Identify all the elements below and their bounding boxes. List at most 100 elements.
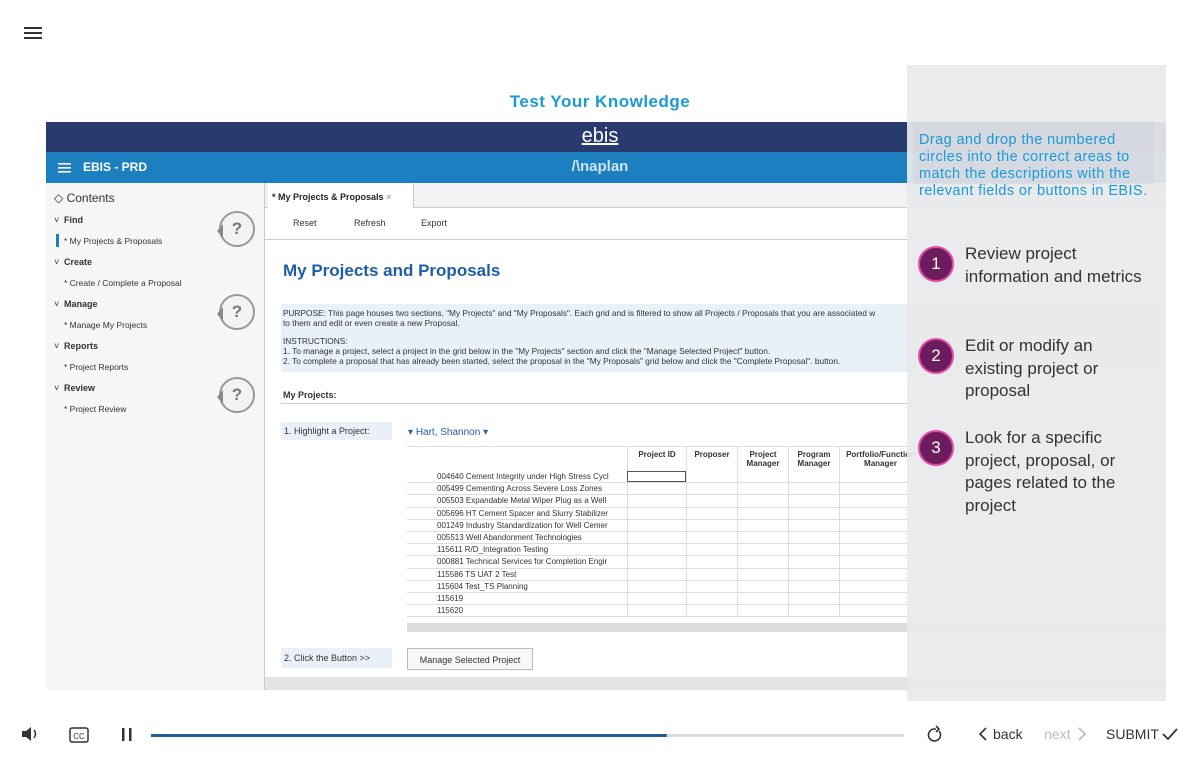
- user-select[interactable]: ▾ Hart, Shannon ▾: [408, 427, 489, 438]
- cell-border: [737, 495, 738, 507]
- sidebar-item: * Manage My Projects: [64, 320, 148, 330]
- sidebar: [46, 183, 265, 690]
- volume[interactable]: [22, 727, 37, 741]
- replay[interactable]: [927, 725, 942, 742]
- row-label[interactable]: 004640 Cement Integrity under High Stres…: [437, 472, 609, 481]
- cell-border: [839, 605, 840, 617]
- cell-border: [627, 519, 628, 531]
- cell-border: [788, 580, 789, 592]
- row-label[interactable]: 115586 TS UAT 2 Test: [437, 569, 517, 579]
- brand: /\naplan: [571, 158, 629, 175]
- separator: [265, 239, 1166, 240]
- row-label[interactable]: 115611 R/D_Integration Testing: [437, 545, 549, 555]
- table-row: 005513 Well Abandonment Technologies: [407, 532, 927, 545]
- cell-border: [788, 495, 789, 507]
- table-row: 000881 Technical Services for Completion…: [407, 556, 927, 569]
- sidebar-item: * Project Reports: [64, 362, 129, 372]
- cell-border: [737, 556, 738, 568]
- item-text: Review project information and metrics: [965, 244, 1142, 286]
- section-title: Find: [64, 215, 83, 225]
- submit-icon: [1162, 728, 1178, 741]
- active-marker: [56, 234, 59, 247]
- manage-button[interactable]: Manage Selected Project: [407, 648, 533, 670]
- cell-border: [839, 532, 840, 544]
- captions[interactable]: CC: [69, 727, 89, 743]
- sidebar-item: * Project Review: [64, 404, 127, 414]
- panel-highlight: [913, 122, 1154, 184]
- number-circle[interactable]: 3: [918, 430, 954, 466]
- cell-border: [686, 519, 687, 531]
- cell-border: [737, 483, 738, 495]
- row-label[interactable]: 115619: [437, 594, 464, 603]
- row-label[interactable]: 001249 Industry Standardization for Well…: [437, 520, 608, 530]
- panel-instruction: Drag and drop the numbered circles into …: [919, 132, 1148, 199]
- cell-border: [737, 605, 738, 617]
- cell-border: [686, 556, 687, 568]
- cell-border: [627, 605, 628, 617]
- scrollbar: [407, 623, 1166, 632]
- row-label[interactable]: 005513 Well Abandonment Technologies: [437, 533, 582, 542]
- cell-border: [737, 593, 738, 605]
- section-caret: ˅: [54, 341, 60, 351]
- table-row: 005503 Expandable Metal Wiper Plug as a …: [407, 495, 927, 508]
- row-label[interactable]: 005696 HT Cement Spacer and Slurry Stabi…: [437, 508, 609, 518]
- cell-border: [686, 507, 687, 519]
- back[interactable]: back: [993, 726, 1024, 742]
- cell-border: [839, 519, 840, 531]
- menu-icon[interactable]: [24, 27, 42, 40]
- table-row: 001249 Industry Standardization for Well…: [407, 519, 927, 532]
- column-header: Program Manager: [788, 447, 839, 471]
- toolbar-button[interactable]: Refresh: [354, 218, 386, 228]
- cell-border: [839, 471, 840, 483]
- logo: ebis: [581, 125, 619, 147]
- section-title: Create: [64, 257, 93, 267]
- tab[interactable]: * My Projects & Proposals ×: [268, 183, 414, 208]
- title: Test Your Knowledge: [509, 92, 691, 111]
- cell-border: [788, 532, 789, 544]
- cell-border: [686, 495, 687, 507]
- purpose-line: to them and edit or even create a new Pr…: [283, 318, 460, 328]
- section-label: My Projects:: [283, 390, 337, 400]
- table-row: 004640 Cement Integrity under High Stres…: [407, 471, 927, 484]
- cell-border: [686, 568, 687, 580]
- cell-border: [627, 483, 628, 495]
- svg-text:CC: CC: [73, 732, 85, 741]
- cell-border: [788, 544, 789, 556]
- cell-border: [788, 556, 789, 568]
- hotspot[interactable]: ?: [217, 377, 255, 413]
- cell-border: [627, 593, 628, 605]
- toolbar-button[interactable]: Reset: [293, 218, 317, 228]
- cell-border: [627, 580, 628, 592]
- cell-border: [627, 532, 628, 544]
- number-circle[interactable]: 1: [918, 246, 954, 282]
- cell-border: [788, 483, 789, 495]
- row-label[interactable]: 000881 Technical Services for Completion…: [437, 557, 608, 567]
- cell-border: [788, 568, 789, 580]
- row-label[interactable]: 005503 Expandable Metal Wiper Plug as a …: [437, 496, 607, 506]
- column-header: Project ID: [627, 447, 686, 471]
- item-text: Look for a specific project, proposal, o…: [965, 428, 1116, 515]
- hotspot[interactable]: ?: [217, 294, 255, 330]
- column-header: Proposer: [686, 447, 737, 471]
- table-row: 115611 R/D_Integration Testing: [407, 544, 927, 557]
- cell-border: [686, 471, 687, 483]
- row-label[interactable]: 005499 Cementing Across Severe Loss Zone…: [437, 484, 602, 494]
- sidebar-item: * My Projects & Proposals: [64, 236, 163, 246]
- pause[interactable]: [122, 728, 132, 741]
- cell-border: [788, 605, 789, 617]
- instruction-line: 2. To complete a proposal that has alrea…: [283, 356, 841, 366]
- submit[interactable]: SUBMIT: [1106, 726, 1159, 742]
- toolbar-button[interactable]: Export: [421, 218, 448, 228]
- number-circle[interactable]: 2: [918, 338, 954, 374]
- table-row: 115619: [407, 593, 927, 606]
- hotspot[interactable]: ?: [217, 211, 255, 247]
- cell-border: [737, 507, 738, 519]
- row-label[interactable]: 115620: [437, 606, 464, 616]
- user: Hart, Shannon: [415, 427, 481, 438]
- cell-border: [839, 556, 840, 568]
- sidebar-heading: ◇ Contents: [54, 191, 115, 205]
- cell-border: [627, 556, 628, 568]
- row-label[interactable]: 115604 Test_TS Planning: [437, 581, 528, 591]
- panel: Drag and drop the numbered circles into …: [907, 65, 1166, 701]
- table-row: 115604 Test_TS Planning: [407, 580, 927, 593]
